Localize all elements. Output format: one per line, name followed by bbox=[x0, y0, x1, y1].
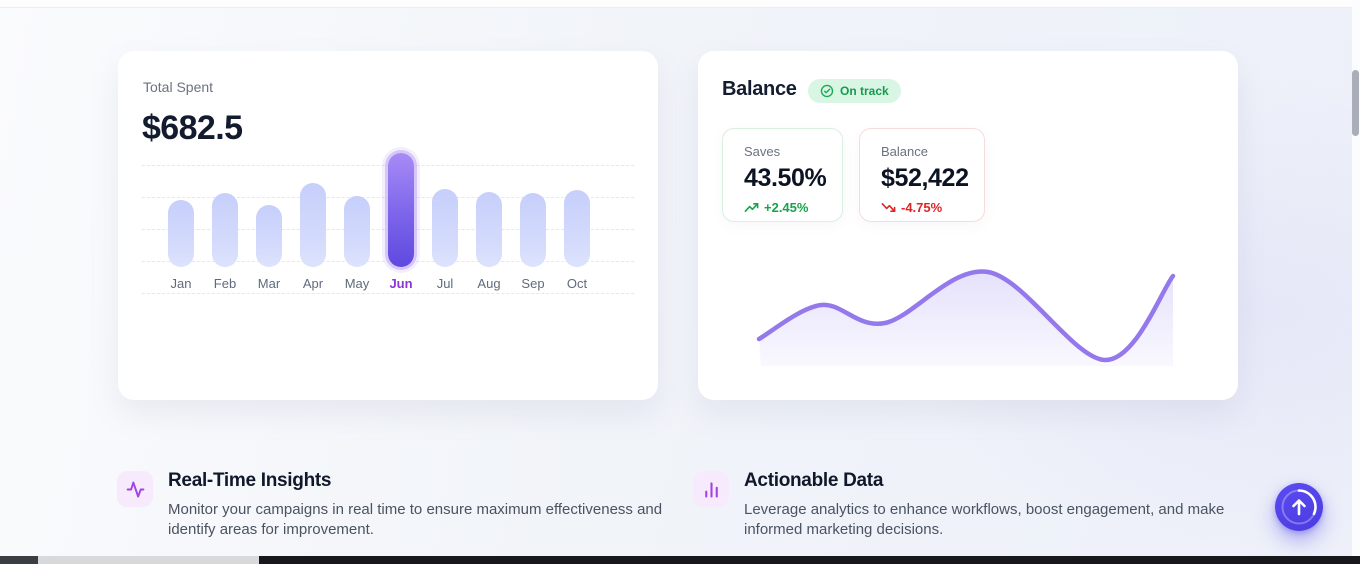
feature-title: Actionable Data bbox=[744, 470, 884, 491]
gridline bbox=[142, 261, 634, 262]
bar-sep[interactable] bbox=[520, 193, 546, 267]
balance-title: Balance bbox=[722, 78, 797, 100]
balance-trend-area-chart bbox=[756, 269, 1176, 366]
trending-up-icon bbox=[744, 203, 759, 212]
arrow-up-icon bbox=[1292, 499, 1306, 516]
saves-stat-value: 43.50% bbox=[744, 164, 827, 192]
trending-down-icon bbox=[881, 203, 896, 212]
vertical-scrollbar-thumb[interactable] bbox=[1352, 70, 1359, 136]
month-label-jan: Jan bbox=[170, 276, 192, 291]
month-label-feb: Feb bbox=[213, 276, 237, 291]
bar-chart-icon bbox=[693, 471, 729, 507]
bar-jun[interactable] bbox=[388, 153, 414, 267]
total-spent-label: Total Spent bbox=[143, 79, 214, 95]
bar-aug[interactable] bbox=[476, 192, 502, 267]
saves-delta-value: +2.45% bbox=[764, 200, 809, 215]
feature-description: Monitor your campaigns in real time to e… bbox=[168, 501, 663, 538]
month-label-jul: Jul bbox=[436, 276, 454, 291]
check-circle-icon bbox=[820, 84, 834, 98]
balance-stat-label: Balance bbox=[881, 144, 928, 159]
bar-jul[interactable] bbox=[432, 189, 458, 267]
balance-stat-delta: -4.75% bbox=[881, 200, 984, 215]
horizontal-scrollbar-left-cap bbox=[0, 556, 38, 564]
bar-may[interactable] bbox=[344, 196, 370, 267]
bar-mar[interactable] bbox=[256, 205, 282, 267]
month-label-jun: Jun bbox=[389, 276, 413, 291]
scroll-progress-arc bbox=[1281, 489, 1317, 525]
scroll-to-top-button[interactable] bbox=[1275, 483, 1323, 531]
horizontal-scrollbar-thumb[interactable] bbox=[38, 556, 259, 564]
balance-stat-card: Balance $52,422 -4.75% bbox=[859, 128, 985, 222]
month-label-mar: Mar bbox=[257, 276, 281, 291]
month-label-may: May bbox=[344, 276, 370, 291]
saves-stat-label: Saves bbox=[744, 144, 781, 159]
saves-stat-card: Saves 43.50% +2.45% bbox=[722, 128, 843, 222]
balance-card: Balance On track Saves 43.50% +2.45% Bal… bbox=[698, 51, 1238, 400]
feature-actionable-data: Actionable Data Leverage analytics to en… bbox=[693, 470, 1243, 540]
saves-stat-delta: +2.45% bbox=[744, 200, 842, 215]
month-label-oct: Oct bbox=[566, 276, 588, 291]
trend-line bbox=[756, 269, 1176, 363]
bar-apr[interactable] bbox=[300, 183, 326, 267]
balance-delta-value: -4.75% bbox=[901, 200, 943, 215]
total-spent-amount: $682.5 bbox=[142, 109, 243, 147]
feature-description: Leverage analytics to enhance workflows,… bbox=[744, 501, 1225, 538]
status-badge-label: On track bbox=[840, 84, 889, 98]
month-label-sep: Sep bbox=[521, 276, 545, 291]
total-spent-card: Total Spent $682.5 Jan Feb Mar Apr May Jun Jul… bbox=[118, 51, 658, 400]
feature-realtime-insights: Real-Time Insights Monitor your campaign… bbox=[117, 470, 682, 540]
bar-oct[interactable] bbox=[564, 190, 590, 267]
status-badge: On track bbox=[808, 79, 901, 103]
month-label-aug: Aug bbox=[477, 276, 501, 291]
gridline bbox=[142, 293, 634, 294]
header-bottom-edge bbox=[0, 0, 1352, 8]
bar-feb[interactable] bbox=[212, 193, 238, 267]
month-label-apr: Apr bbox=[302, 276, 324, 291]
vertical-scrollbar-track[interactable] bbox=[1352, 0, 1360, 556]
bar-jan[interactable] bbox=[168, 200, 194, 267]
activity-pulse-icon bbox=[117, 471, 153, 507]
horizontal-scrollbar-track[interactable] bbox=[0, 556, 1360, 564]
trend-area-fill bbox=[759, 271, 1173, 366]
balance-stat-value: $52,422 bbox=[881, 164, 969, 192]
monthly-spend-bar-chart: Jan Feb Mar Apr May Jun Jul Aug Sep Oct bbox=[142, 151, 634, 311]
feature-title: Real-Time Insights bbox=[168, 470, 332, 491]
